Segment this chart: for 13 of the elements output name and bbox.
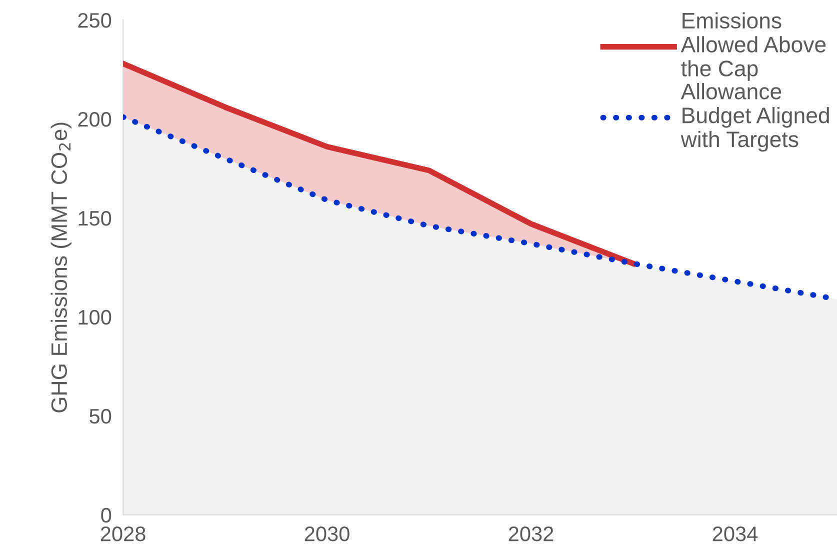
y-tick-label: 50 <box>90 408 112 424</box>
x-tick-label: 2028 <box>100 526 146 542</box>
y-tick-label: 150 <box>78 210 112 226</box>
y-tick-label: 200 <box>78 112 112 127</box>
y-tick-label: 250 <box>78 13 112 28</box>
y-axis-title: GHG Emissions (MMT CO$_{2}$e) <box>50 122 72 412</box>
x-tick-label: 2034 <box>712 526 758 542</box>
y-tick-label: 100 <box>78 310 112 325</box>
y-tick-label: 0 <box>101 508 112 523</box>
x-tick-label: 2032 <box>508 526 554 542</box>
x-tick-label: 2030 <box>304 526 350 542</box>
legend-label: Emissions Allowed Above the Cap <box>680 12 826 81</box>
legend-label: Allowance Budget Aligned with Targets <box>680 83 829 152</box>
